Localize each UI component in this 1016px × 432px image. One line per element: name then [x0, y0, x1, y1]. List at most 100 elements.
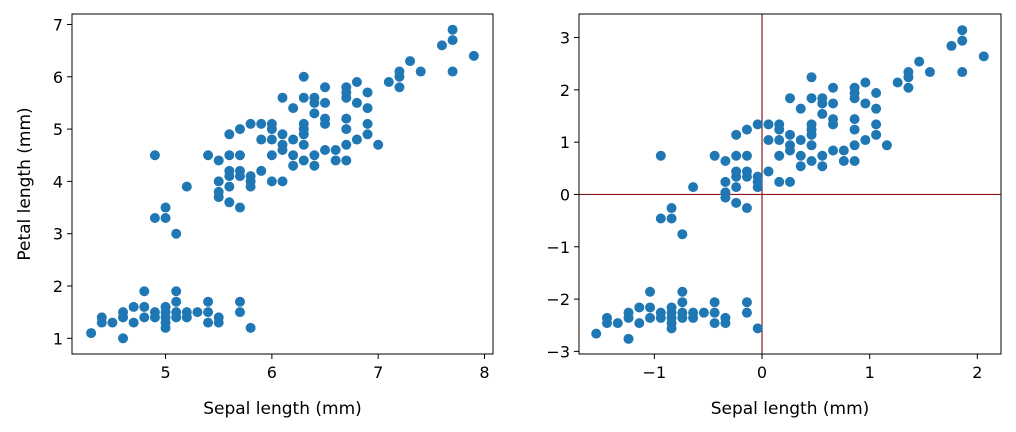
data-point [785, 129, 795, 140]
data-point [447, 35, 458, 46]
data-point [795, 161, 806, 172]
data-point [266, 118, 277, 129]
data-point [213, 312, 224, 323]
data-point [601, 312, 612, 323]
data-point [677, 286, 688, 297]
y-tick-label: −3 [546, 342, 570, 361]
data-point [741, 297, 752, 308]
data-point [192, 307, 203, 318]
data-point [309, 160, 320, 171]
data-point [107, 317, 118, 328]
data-point [415, 66, 426, 77]
data-point [860, 77, 871, 88]
y-axis-label: Petal length (mm) [15, 107, 35, 260]
data-point [677, 229, 688, 240]
data-point [245, 322, 256, 333]
data-point [362, 118, 373, 129]
data-point [447, 24, 458, 35]
data-point [234, 307, 245, 318]
data-point [118, 333, 129, 344]
data-point [828, 82, 839, 93]
data-point [817, 108, 828, 119]
data-point [849, 82, 860, 93]
data-point [118, 307, 129, 318]
data-point [946, 40, 957, 51]
data-point [266, 176, 277, 187]
data-point [881, 140, 892, 151]
data-point [817, 150, 828, 161]
data-point [720, 187, 731, 198]
data-point [213, 186, 224, 197]
data-point [288, 134, 299, 145]
y-tick-label: 2 [560, 81, 570, 100]
data-point [320, 97, 331, 108]
left-scatter-plot: 5 6 7 8 1 2 3 4 5 6 7 Sepal length (mm) Petal length… [15, 13, 494, 419]
data-point [309, 92, 320, 103]
data-point [763, 166, 774, 177]
data-point [849, 114, 860, 125]
x-axis-label: Sepal length (mm) [203, 399, 362, 419]
data-point [806, 140, 817, 151]
y-tick-label: 4 [53, 172, 63, 191]
data-point [309, 108, 320, 119]
data-point [774, 119, 785, 130]
data-point [298, 92, 309, 103]
data-point [362, 129, 373, 140]
data-point [634, 302, 645, 313]
y-tick-label: 3 [560, 29, 570, 48]
data-point [957, 35, 968, 46]
data-point [224, 150, 235, 161]
data-point [383, 77, 394, 87]
data-point [741, 150, 752, 161]
data-point [245, 171, 256, 182]
y-tick-label: −1 [546, 238, 570, 257]
data-point [341, 113, 352, 124]
data-point [468, 50, 479, 61]
data-point [623, 333, 634, 344]
data-point [838, 155, 849, 166]
data-point [266, 150, 277, 161]
data-point [741, 166, 752, 177]
data-point [320, 113, 331, 124]
data-point [806, 93, 817, 104]
data-point [795, 135, 806, 146]
data-point [645, 312, 656, 323]
x-tick-label: 7 [373, 363, 383, 382]
data-point [309, 150, 320, 161]
data-point [871, 87, 882, 98]
y-tick-label: 1 [53, 329, 63, 348]
data-point [224, 197, 235, 208]
data-point [806, 119, 817, 130]
data-point [849, 155, 860, 166]
data-point [785, 140, 795, 151]
y-tick-label: 1 [560, 133, 570, 152]
y-tick-label: 6 [53, 68, 63, 87]
data-point [149, 213, 160, 223]
data-point [698, 307, 709, 318]
data-point [160, 202, 171, 213]
x-axis-label: Sepal length (mm) [711, 399, 870, 419]
data-point [741, 203, 752, 214]
data-point [817, 161, 828, 172]
data-point [924, 67, 935, 78]
data-point [203, 150, 214, 161]
data-point [731, 166, 742, 177]
data-point [871, 103, 882, 114]
data-point [655, 213, 666, 224]
data-point [731, 197, 742, 208]
data-point [139, 301, 150, 312]
data-point [341, 155, 352, 166]
data-point [828, 98, 839, 109]
data-point [688, 307, 699, 318]
data-point [709, 297, 720, 308]
data-point [149, 150, 160, 161]
data-point [298, 139, 309, 150]
data-point [139, 312, 150, 323]
data-point [394, 82, 405, 93]
data-point [871, 119, 882, 130]
data-point [277, 92, 288, 103]
data-point [234, 296, 245, 307]
data-point [731, 182, 742, 193]
data-point [256, 118, 267, 129]
